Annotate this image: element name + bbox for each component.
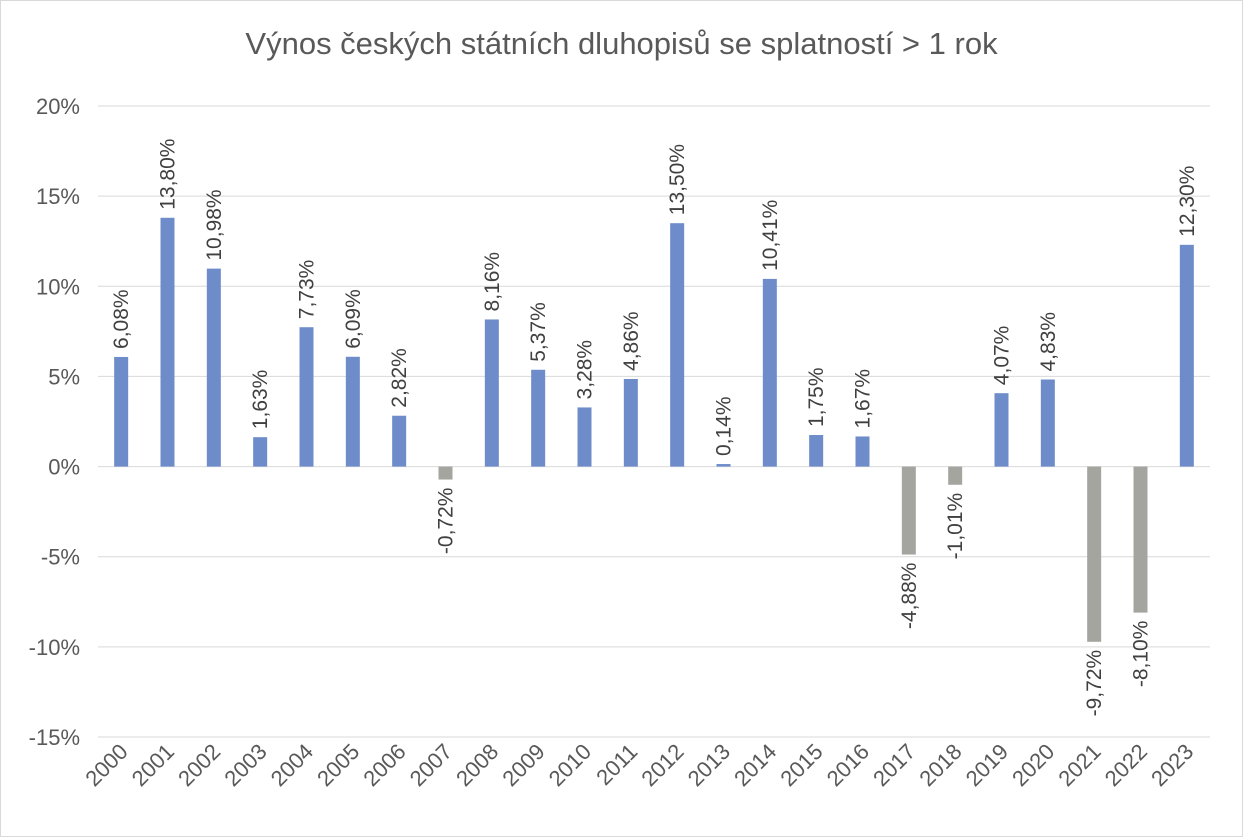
data-label: 7,73%	[296, 260, 319, 320]
gridlines	[98, 105, 1210, 738]
data-label: 10,41%	[759, 200, 782, 271]
y-tick-label: 10%	[36, 274, 80, 299]
x-axis-ticks: 2000200120022003200420052006200720082009…	[80, 739, 1198, 791]
y-tick-label: -5%	[41, 545, 80, 570]
bar	[531, 369, 546, 467]
x-tick-label: 2021	[1053, 739, 1105, 791]
x-tick-label: 2019	[961, 739, 1013, 791]
x-tick-label: 2020	[1007, 739, 1059, 791]
data-label: 10,98%	[203, 189, 226, 260]
bar	[484, 319, 499, 467]
chart-title: Výnos českých státních dluhopisů se spla…	[245, 26, 998, 61]
data-label: 13,50%	[666, 144, 689, 215]
x-tick-label: 2011	[591, 739, 642, 790]
bar	[948, 466, 963, 485]
x-tick-label: 2012	[636, 739, 688, 791]
data-label: 1,75%	[805, 367, 828, 427]
x-tick-label: 2003	[219, 739, 271, 791]
bar	[670, 223, 685, 467]
bar	[1179, 244, 1194, 467]
x-tick-label: 2015	[775, 739, 827, 791]
data-label: 6,08%	[110, 289, 133, 349]
data-label: -9,72%	[1083, 650, 1106, 717]
y-tick-label: 15%	[36, 184, 80, 209]
x-tick-label: 2000	[80, 739, 132, 791]
bar	[994, 393, 1009, 467]
data-labels: 6,08% 13,80% 10,98% 1,63% 7,73% 6,09% 2,82% -0,…	[110, 139, 1199, 717]
data-label: -0,72%	[435, 488, 458, 555]
x-tick-label: 2009	[497, 739, 549, 791]
bar	[901, 466, 916, 555]
x-tick-label: 2008	[451, 739, 503, 791]
bar	[855, 436, 870, 467]
data-label: 8,16%	[481, 252, 504, 312]
data-label: -1,01%	[944, 493, 967, 560]
bars	[114, 217, 1194, 642]
x-tick-label: 2013	[683, 739, 735, 791]
data-label: 1,67%	[852, 369, 875, 429]
bar	[114, 356, 129, 467]
x-tick-label: 2001	[127, 739, 179, 791]
bar	[438, 466, 453, 480]
data-label: 13,80%	[157, 139, 180, 210]
data-label: 4,07%	[991, 326, 1014, 386]
bar	[160, 217, 175, 467]
data-label: 6,09%	[342, 289, 365, 349]
x-tick-label: 2005	[312, 739, 364, 791]
y-tick-label: 20%	[36, 94, 80, 119]
data-label: 0,14%	[713, 397, 736, 457]
y-tick-label: -10%	[29, 635, 80, 660]
bar	[716, 464, 731, 467]
bar	[809, 435, 824, 467]
bar	[623, 378, 638, 467]
bar	[1133, 466, 1148, 613]
x-tick-label: 2010	[544, 739, 596, 791]
data-label: -4,88%	[898, 563, 921, 630]
data-label: 2,82%	[388, 348, 411, 408]
x-tick-label: 2002	[173, 739, 225, 791]
x-tick-label: 2016	[822, 739, 874, 791]
data-label: 4,86%	[620, 311, 643, 371]
bar	[253, 437, 268, 467]
bar	[345, 356, 360, 467]
y-tick-label: -15%	[29, 725, 80, 750]
data-label: -8,10%	[1130, 621, 1153, 688]
data-label: 5,37%	[527, 302, 550, 362]
y-tick-label: 5%	[48, 364, 80, 389]
x-tick-label: 2022	[1100, 739, 1152, 791]
y-tick-label: 0%	[48, 455, 80, 480]
x-tick-label: 2007	[405, 739, 457, 791]
bar	[1087, 466, 1102, 642]
data-label: 4,83%	[1037, 312, 1060, 372]
x-tick-label: 2017	[868, 739, 920, 791]
bar	[577, 407, 592, 467]
data-label: 1,63%	[249, 370, 272, 430]
bar	[392, 415, 407, 467]
data-label: 12,30%	[1176, 166, 1199, 237]
bar	[1040, 379, 1055, 467]
bar	[762, 278, 777, 467]
x-tick-label: 2004	[266, 739, 318, 791]
x-tick-label: 2018	[914, 739, 966, 791]
bar	[299, 327, 314, 467]
y-axis-ticks: 20% 15% 10% 5% 0% -5% -10% -15%	[29, 94, 80, 750]
x-tick-label: 2014	[729, 739, 781, 791]
data-label: 3,28%	[574, 340, 597, 400]
x-tick-label: 2006	[358, 739, 410, 791]
bar	[206, 268, 221, 467]
x-tick-label: 2023	[1146, 739, 1198, 791]
